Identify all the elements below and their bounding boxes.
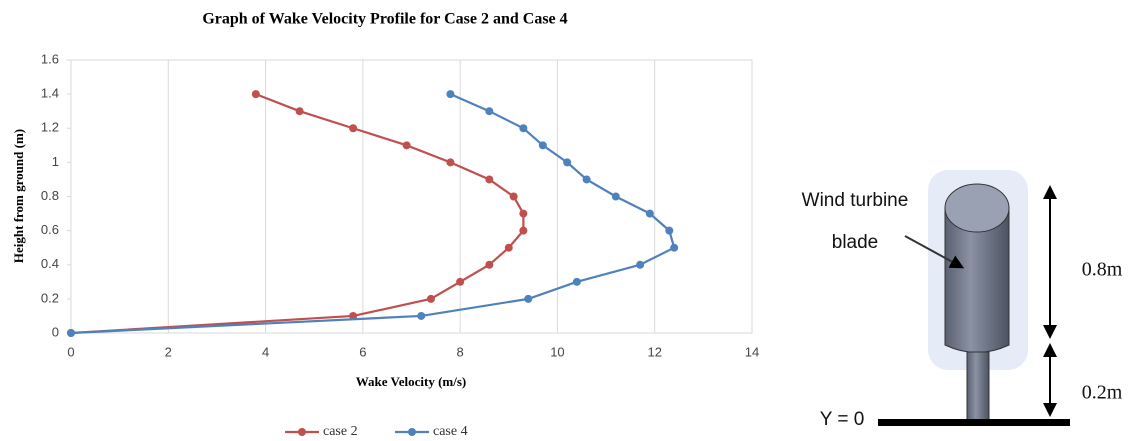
point bbox=[611, 192, 620, 201]
point bbox=[485, 175, 494, 184]
point bbox=[417, 311, 426, 320]
y-tick-label: 1.6 bbox=[41, 51, 59, 66]
y-tick-label: 1.4 bbox=[41, 86, 59, 101]
point bbox=[251, 90, 260, 99]
point bbox=[295, 107, 304, 116]
point bbox=[563, 158, 572, 167]
plot-frame bbox=[70, 59, 753, 334]
x-tick-label: 0 bbox=[67, 344, 74, 359]
diagram-label: blade bbox=[832, 232, 879, 253]
point bbox=[456, 277, 465, 286]
point bbox=[402, 141, 411, 150]
x-axis-title: Wake Velocity (m/s) bbox=[356, 374, 467, 389]
point bbox=[538, 141, 547, 150]
point bbox=[485, 107, 494, 116]
point bbox=[524, 294, 533, 303]
point bbox=[519, 209, 528, 218]
diagram: Wind turbine blade 0.8m 0.2m Y = 0 bbox=[802, 170, 1123, 430]
x-tick-label: 4 bbox=[262, 344, 269, 359]
y-tick-label: 0 bbox=[52, 324, 59, 339]
x-tick-label: 12 bbox=[647, 344, 661, 359]
blade-top bbox=[944, 183, 1010, 233]
series-line bbox=[70, 93, 676, 335]
point bbox=[349, 124, 358, 133]
dimension-label: 0.8m bbox=[1082, 259, 1123, 281]
point bbox=[519, 226, 528, 235]
legend-swatch bbox=[298, 428, 306, 436]
x-tick-label: 14 bbox=[745, 344, 759, 359]
point bbox=[67, 329, 75, 337]
point bbox=[665, 226, 674, 235]
point bbox=[485, 260, 494, 269]
y-tick-label: 1.2 bbox=[41, 120, 59, 135]
series-line bbox=[70, 93, 525, 335]
y-tick-label: 0.2 bbox=[41, 290, 59, 305]
shaft bbox=[966, 351, 990, 421]
dimension-label: 0.2m bbox=[1082, 382, 1123, 404]
legend-swatch bbox=[408, 428, 416, 436]
x-tick-label: 10 bbox=[550, 344, 564, 359]
y-axis-title: Height from ground (m) bbox=[11, 129, 26, 263]
chart-title: Graph of Wake Velocity Profile for Case … bbox=[202, 11, 567, 28]
point bbox=[446, 90, 455, 99]
point bbox=[519, 124, 528, 133]
point bbox=[509, 192, 518, 201]
legend-label: case 2 bbox=[323, 424, 358, 439]
diagram-label: Wind turbine bbox=[802, 190, 909, 211]
legend-label: case 4 bbox=[433, 424, 468, 439]
point bbox=[426, 294, 435, 303]
point bbox=[670, 243, 679, 252]
pointer bbox=[904, 235, 965, 269]
y-tick-label: 1 bbox=[52, 154, 59, 169]
point bbox=[504, 243, 513, 252]
point bbox=[446, 158, 455, 167]
x-tick-label: 6 bbox=[359, 344, 366, 359]
point bbox=[572, 277, 581, 286]
point bbox=[636, 260, 645, 269]
point bbox=[645, 209, 654, 218]
x-tick-label: 8 bbox=[457, 344, 464, 359]
y-tick-label: 0.8 bbox=[41, 188, 59, 203]
point bbox=[349, 311, 358, 320]
plot: 0 2 4 6 8 10 12 14 0 0.2 0.4 0.6 0.8 1 1.2 1.4 1.6 case 2… bbox=[41, 51, 759, 439]
ground-label: Y = 0 bbox=[820, 409, 865, 430]
ground bbox=[878, 419, 1070, 426]
y-tick-label: 0.6 bbox=[41, 222, 59, 237]
y-tick-label: 0.4 bbox=[41, 256, 59, 271]
point bbox=[582, 175, 591, 184]
x-tick-label: 2 bbox=[165, 344, 172, 359]
